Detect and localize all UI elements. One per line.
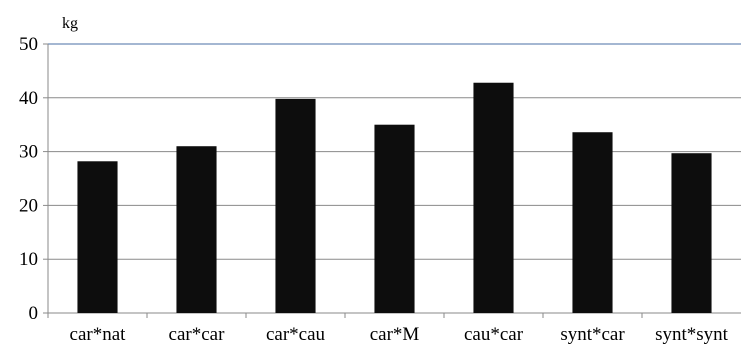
bar-car-nat [77, 161, 118, 313]
y-tick-label: 50 [19, 34, 38, 55]
x-tick-label: car*nat [70, 324, 127, 345]
axes [43, 43, 643, 318]
x-tick-label: car*M [370, 324, 420, 345]
x-tick-label: car*cau [266, 324, 326, 345]
y-tick-label: 20 [19, 195, 38, 216]
bars [77, 82, 712, 314]
x-tick-label: synt*car [560, 324, 625, 345]
bar-car-cau [275, 98, 316, 313]
x-tick-labels: car*nat car*car car*cau car*M cau*car synt*ca… [70, 324, 729, 345]
bar-synt-synt [671, 153, 712, 313]
bar-car-car [176, 146, 217, 313]
y-axis-unit-label: kg [62, 15, 78, 32]
y-tick-label: 40 [19, 88, 38, 109]
y-tick-labels: 0 10 20 30 40 50 [19, 34, 38, 324]
bar-synt-car [572, 132, 613, 313]
bar-car-M [374, 124, 415, 313]
y-tick-label: 0 [29, 303, 39, 324]
y-tick-label: 10 [19, 249, 38, 270]
x-tick-label: synt*synt [655, 324, 729, 345]
x-tick-label: cau*car [464, 324, 524, 345]
bar-cau-car [473, 82, 514, 314]
x-tick-label: car*car [169, 324, 226, 345]
y-tick-label: 30 [19, 142, 38, 163]
